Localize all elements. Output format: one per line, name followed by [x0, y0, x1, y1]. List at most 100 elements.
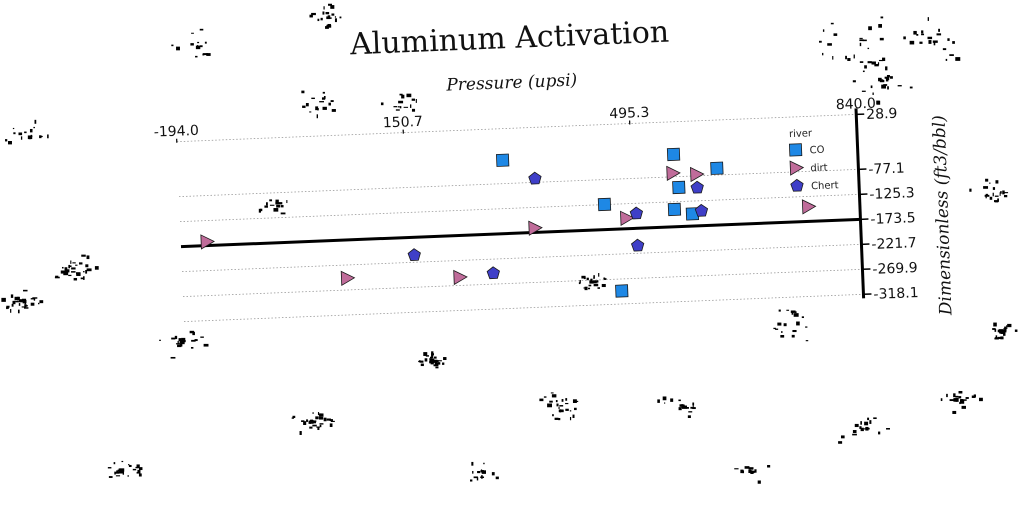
speckle	[5, 139, 8, 142]
speckle	[867, 47, 870, 50]
speckle	[549, 400, 553, 403]
speckle	[331, 109, 336, 112]
speckle	[579, 280, 581, 284]
speckle	[328, 102, 331, 106]
speckle	[175, 343, 181, 345]
speckle	[200, 336, 204, 338]
point-chert-0	[528, 171, 542, 185]
speckle	[435, 366, 439, 369]
speckle	[781, 331, 783, 333]
speckle	[291, 417, 295, 419]
speckle	[481, 470, 486, 474]
speckle	[181, 337, 186, 342]
speckle	[68, 264, 71, 269]
speckle	[276, 204, 280, 208]
speckle	[81, 254, 86, 257]
speckle	[919, 41, 923, 44]
speckle	[927, 17, 929, 21]
speckle	[311, 12, 316, 16]
legend-label-co: CO	[809, 145, 824, 157]
noise-speckles	[1, 3, 1018, 484]
speckle	[734, 468, 739, 470]
speckle	[1006, 325, 1008, 330]
speckle	[195, 45, 201, 50]
speckle	[319, 101, 324, 103]
speckle	[403, 106, 409, 108]
speckle	[859, 39, 864, 42]
speckle	[547, 403, 553, 408]
speckle	[431, 359, 435, 363]
speckle	[273, 208, 279, 212]
speckle	[550, 392, 554, 394]
speckle	[431, 351, 434, 355]
speckle	[292, 415, 296, 418]
speckle	[11, 303, 14, 307]
speckle	[64, 267, 68, 271]
speckle	[992, 328, 996, 330]
speckle	[40, 135, 43, 138]
speckle	[581, 275, 586, 279]
speckle	[890, 76, 893, 79]
speckle	[115, 475, 121, 477]
point-dirt-6	[453, 269, 468, 286]
speckle	[473, 476, 478, 479]
speckle	[137, 469, 141, 474]
speckle	[965, 397, 969, 399]
speckle	[690, 406, 695, 409]
speckle	[670, 398, 674, 402]
speckle	[203, 53, 208, 56]
speckle	[159, 339, 161, 341]
speckle	[29, 128, 33, 133]
speckle	[86, 268, 92, 272]
speckle	[1002, 190, 1005, 195]
speckle	[878, 77, 882, 82]
speckle	[326, 418, 331, 421]
speckle	[433, 356, 437, 359]
speckle	[860, 427, 864, 432]
speckle	[744, 466, 750, 469]
speckle	[942, 48, 947, 51]
speckle	[319, 423, 324, 425]
speckle	[27, 135, 33, 140]
speckle	[136, 471, 139, 474]
speckle	[316, 114, 318, 119]
speckle	[309, 420, 314, 424]
y-axis-label: Dimensionless (ft3/bbl)	[930, 115, 957, 317]
speckle	[415, 99, 417, 103]
speckle	[117, 469, 120, 472]
speckle	[311, 97, 315, 100]
speckle	[15, 300, 19, 303]
speckle	[777, 322, 782, 326]
speckle	[313, 420, 317, 423]
speckle	[961, 399, 967, 401]
point-co-3	[672, 180, 686, 195]
speckle	[953, 398, 957, 402]
speckle	[8, 140, 12, 145]
speckle	[16, 296, 20, 301]
speckle	[269, 199, 273, 202]
speckle	[740, 469, 744, 474]
speckle	[471, 461, 474, 466]
speckle	[586, 277, 589, 281]
speckle	[959, 401, 961, 405]
speckle	[179, 343, 183, 347]
y-tick-label-1: -77.1	[868, 161, 905, 178]
speckle	[588, 287, 591, 290]
speckle	[325, 11, 330, 15]
speckle	[909, 86, 913, 89]
speckle	[121, 460, 124, 463]
speckle	[120, 470, 122, 473]
speckle	[12, 127, 15, 130]
speckle	[322, 91, 325, 94]
speckle	[395, 109, 400, 111]
legend-marker-co	[788, 143, 803, 157]
speckle	[993, 322, 997, 327]
speckle	[551, 394, 557, 398]
speckle	[985, 195, 987, 199]
speckle	[878, 431, 881, 435]
x-axis-ticks: -194.0 150.7 495.3 840.0	[154, 96, 876, 143]
speckle	[775, 328, 779, 330]
speckle	[171, 337, 176, 340]
speckle	[435, 362, 438, 367]
speckle	[331, 13, 335, 16]
